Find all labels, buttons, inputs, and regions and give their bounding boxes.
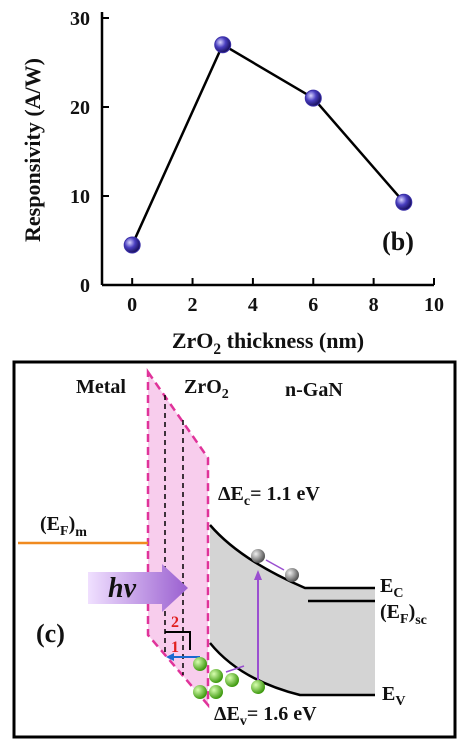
text-part: (E [40,513,60,535]
y-tick-label: 10 [70,186,90,208]
x-label-part: ZrO [172,328,214,353]
text-sub: v [240,714,247,729]
y-tick-label: 0 [80,275,90,297]
hole [225,673,239,687]
x-tick-label: 2 [188,294,198,316]
relax-arrow [266,560,284,570]
panel-label: (c) [36,619,65,648]
path-label: 1 [171,639,179,656]
text-part: ΔE [214,703,240,725]
text-part: (E [380,601,400,623]
text-sub: 2 [222,387,229,402]
ef-sc-label: (EF)sc [380,601,427,628]
text-part: ZrO [184,376,222,398]
text-part: E [382,683,395,705]
x-tick-label: 10 [424,294,444,316]
text-part: = 1.1 eV [250,483,320,505]
path-label: 2 [171,614,179,631]
text-part: E [380,575,393,597]
x-tick-label: 6 [308,294,318,316]
electron [251,549,265,563]
photon-label: hv [108,573,137,604]
hole [209,669,223,683]
x-axis-label: ZrO2 thickness (nm) [172,328,364,358]
text-sub: F [60,524,69,539]
text-part: ) [409,601,416,623]
band-diagram: Metal ZrO2 n-GaN ΔEc= 1.1 eV (EF)m hv EC… [14,362,455,737]
y-axis-label: Responsivity (A/W) [20,58,45,242]
data-point [124,237,140,253]
y-tick-label: 30 [70,8,90,30]
text-sub: sc [415,613,427,628]
y-tick-label: 20 [70,97,90,119]
x-label-part: thickness (nm) [221,328,364,353]
hole [193,657,207,671]
metal-label: Metal [76,376,126,398]
text-sub: V [395,694,405,709]
x-tick-label: 8 [369,294,379,316]
hole [251,680,265,694]
hole [209,685,223,699]
data-line [132,45,404,245]
x-tick-label: 4 [248,294,258,316]
electron [285,568,299,582]
text-part: = 1.6 eV [247,703,317,725]
text-sub: F [400,612,409,627]
data-point [396,194,412,210]
text-sub: m [75,525,87,540]
text-sub: C [393,586,403,601]
data-point [305,90,321,106]
delta-ev-label: ΔEv= 1.6 eV [214,703,317,729]
figure: Responsivity (A/W) ZrO2 thickness (nm) (… [0,0,465,742]
ef-metal-label: (EF)m [40,513,87,540]
text-part: ) [69,513,76,535]
oxide-label: ZrO2 [184,376,229,402]
delta-ec-label: ΔEc= 1.1 eV [218,483,320,509]
panel-label: (b) [382,227,414,256]
data-point [215,37,231,53]
ev-label: EV [382,683,405,709]
chart: Responsivity (A/W) ZrO2 thickness (nm) (… [20,8,444,358]
text-part: ΔE [218,483,244,505]
hole [193,685,207,699]
semiconductor-label: n-GaN [285,379,343,401]
ec-label: EC [380,575,403,601]
x-tick-label: 0 [127,294,137,316]
